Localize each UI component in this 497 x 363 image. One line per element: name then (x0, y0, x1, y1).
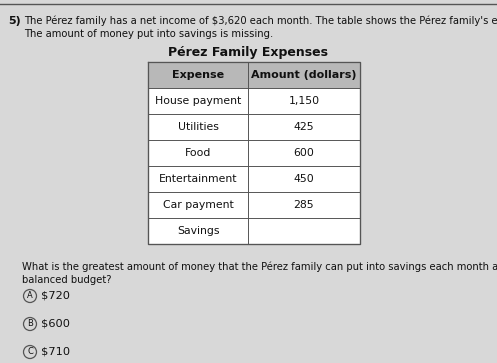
Text: 5): 5) (8, 16, 21, 26)
Text: House payment: House payment (155, 96, 241, 106)
Text: Pérez Family Expenses: Pérez Family Expenses (168, 46, 328, 59)
Text: 450: 450 (294, 174, 315, 184)
Text: 1,150: 1,150 (288, 96, 320, 106)
Text: C: C (27, 347, 33, 356)
Text: Expense: Expense (172, 70, 224, 80)
Text: $600: $600 (40, 319, 70, 329)
Text: Car payment: Car payment (163, 200, 234, 210)
Text: 285: 285 (294, 200, 314, 210)
Text: B: B (27, 319, 33, 329)
Text: The Pérez family has a net income of $3,620 each month. The table shows the Pére: The Pérez family has a net income of $3,… (24, 16, 497, 26)
Text: 425: 425 (294, 122, 314, 132)
Text: $710: $710 (40, 347, 70, 357)
Text: The amount of money put into savings is missing.: The amount of money put into savings is … (24, 29, 273, 39)
FancyBboxPatch shape (148, 62, 360, 244)
Text: balanced budget?: balanced budget? (22, 275, 111, 285)
Text: What is the greatest amount of money that the Pérez family can put into savings : What is the greatest amount of money tha… (22, 262, 497, 273)
Text: Utilities: Utilities (177, 122, 219, 132)
FancyBboxPatch shape (148, 62, 360, 88)
Text: Entertainment: Entertainment (159, 174, 237, 184)
Text: Amount (dollars): Amount (dollars) (251, 70, 357, 80)
Text: Savings: Savings (177, 226, 219, 236)
Text: 600: 600 (294, 148, 315, 158)
Text: $720: $720 (40, 291, 70, 301)
Text: A: A (27, 291, 33, 301)
Text: Food: Food (185, 148, 211, 158)
